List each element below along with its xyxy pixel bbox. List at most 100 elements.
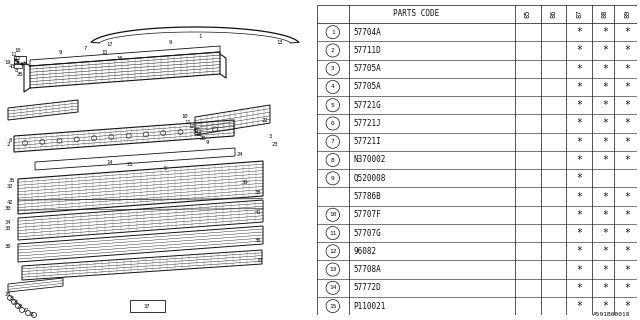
Text: 20: 20 bbox=[200, 135, 206, 140]
Text: 9: 9 bbox=[331, 176, 335, 181]
Text: 13: 13 bbox=[276, 39, 284, 44]
Text: *: * bbox=[624, 27, 630, 37]
Text: 96082: 96082 bbox=[354, 247, 377, 256]
Text: 10: 10 bbox=[15, 47, 21, 52]
Text: *: * bbox=[602, 118, 608, 129]
Text: 33: 33 bbox=[4, 226, 12, 230]
Text: *: * bbox=[576, 228, 582, 238]
Text: 57711D: 57711D bbox=[354, 46, 381, 55]
Text: 16: 16 bbox=[116, 55, 124, 60]
Text: *: * bbox=[624, 191, 630, 202]
Text: 9: 9 bbox=[168, 39, 172, 44]
Text: 57721J: 57721J bbox=[354, 119, 381, 128]
Text: 37: 37 bbox=[257, 258, 263, 262]
Text: *: * bbox=[576, 100, 582, 110]
Text: *: * bbox=[624, 210, 630, 220]
Text: 25: 25 bbox=[9, 295, 15, 300]
Text: *: * bbox=[602, 191, 608, 202]
Text: *: * bbox=[602, 64, 608, 74]
Text: 1: 1 bbox=[331, 30, 335, 35]
Text: P110021: P110021 bbox=[354, 301, 386, 311]
Text: *: * bbox=[576, 82, 582, 92]
Text: 17: 17 bbox=[107, 42, 113, 46]
Text: 10: 10 bbox=[329, 212, 337, 217]
Bar bbox=[130, 300, 165, 312]
Text: 9: 9 bbox=[205, 140, 209, 145]
Text: *: * bbox=[576, 301, 582, 311]
Text: Q520008: Q520008 bbox=[354, 174, 386, 183]
Text: *: * bbox=[624, 64, 630, 74]
Text: 39: 39 bbox=[242, 180, 248, 185]
Text: 89: 89 bbox=[624, 10, 630, 18]
Text: 27: 27 bbox=[23, 308, 29, 313]
Circle shape bbox=[17, 61, 19, 63]
Text: 57786B: 57786B bbox=[354, 192, 381, 201]
Text: 12: 12 bbox=[189, 124, 195, 129]
Text: *: * bbox=[576, 265, 582, 275]
Text: 14: 14 bbox=[107, 159, 113, 164]
Text: *: * bbox=[602, 45, 608, 55]
Text: 5: 5 bbox=[163, 165, 166, 171]
Text: 21: 21 bbox=[127, 163, 133, 167]
Text: 57772D: 57772D bbox=[354, 283, 381, 292]
Text: 41: 41 bbox=[255, 210, 261, 214]
Text: *: * bbox=[624, 228, 630, 238]
Text: 29: 29 bbox=[17, 303, 23, 308]
Text: 57704A: 57704A bbox=[354, 28, 381, 37]
Text: *: * bbox=[576, 64, 582, 74]
Text: *: * bbox=[576, 283, 582, 293]
Text: 18: 18 bbox=[196, 132, 202, 137]
Text: 32: 32 bbox=[7, 185, 13, 189]
Text: 37: 37 bbox=[144, 303, 150, 308]
Text: 4: 4 bbox=[331, 84, 335, 90]
Text: 57721I: 57721I bbox=[354, 137, 381, 146]
Text: 8: 8 bbox=[331, 157, 335, 163]
Text: *: * bbox=[576, 45, 582, 55]
Text: 14: 14 bbox=[329, 285, 337, 290]
Text: 7: 7 bbox=[83, 45, 86, 51]
Text: 36: 36 bbox=[255, 237, 261, 243]
Text: *: * bbox=[602, 155, 608, 165]
Text: 3: 3 bbox=[331, 66, 335, 71]
Text: 85: 85 bbox=[525, 10, 531, 18]
Bar bbox=[14, 56, 26, 64]
Text: 87: 87 bbox=[576, 10, 582, 18]
Text: 26: 26 bbox=[13, 300, 19, 305]
Text: *: * bbox=[624, 301, 630, 311]
Text: 12: 12 bbox=[329, 249, 337, 254]
Text: A591B00018: A591B00018 bbox=[593, 312, 630, 317]
Text: 57707G: 57707G bbox=[354, 228, 381, 237]
Text: *: * bbox=[602, 265, 608, 275]
Circle shape bbox=[15, 59, 17, 61]
Text: *: * bbox=[602, 82, 608, 92]
Text: 10: 10 bbox=[182, 115, 188, 119]
Text: 20: 20 bbox=[17, 73, 23, 77]
Text: *: * bbox=[602, 100, 608, 110]
Text: 8: 8 bbox=[14, 68, 18, 74]
Text: *: * bbox=[624, 82, 630, 92]
Text: *: * bbox=[576, 137, 582, 147]
Text: 13: 13 bbox=[329, 267, 337, 272]
Text: *: * bbox=[624, 137, 630, 147]
Text: *: * bbox=[624, 155, 630, 165]
Text: 57705A: 57705A bbox=[354, 64, 381, 73]
Text: 6: 6 bbox=[331, 121, 335, 126]
Text: 11: 11 bbox=[185, 119, 191, 124]
Text: *: * bbox=[624, 265, 630, 275]
Text: 2: 2 bbox=[6, 142, 10, 148]
Text: 19: 19 bbox=[4, 60, 12, 66]
Text: *: * bbox=[602, 301, 608, 311]
Text: 24: 24 bbox=[237, 153, 243, 157]
Bar bbox=[14, 63, 22, 68]
Text: 43: 43 bbox=[9, 65, 15, 69]
Text: *: * bbox=[624, 246, 630, 256]
Text: 88: 88 bbox=[602, 10, 608, 18]
Text: 35: 35 bbox=[9, 178, 15, 182]
Text: 57707F: 57707F bbox=[354, 210, 381, 219]
Text: 3: 3 bbox=[268, 134, 271, 140]
Text: 57705A: 57705A bbox=[354, 83, 381, 92]
Text: *: * bbox=[624, 118, 630, 129]
Text: 9: 9 bbox=[58, 50, 61, 54]
Text: *: * bbox=[576, 118, 582, 129]
Text: 22: 22 bbox=[262, 117, 268, 123]
